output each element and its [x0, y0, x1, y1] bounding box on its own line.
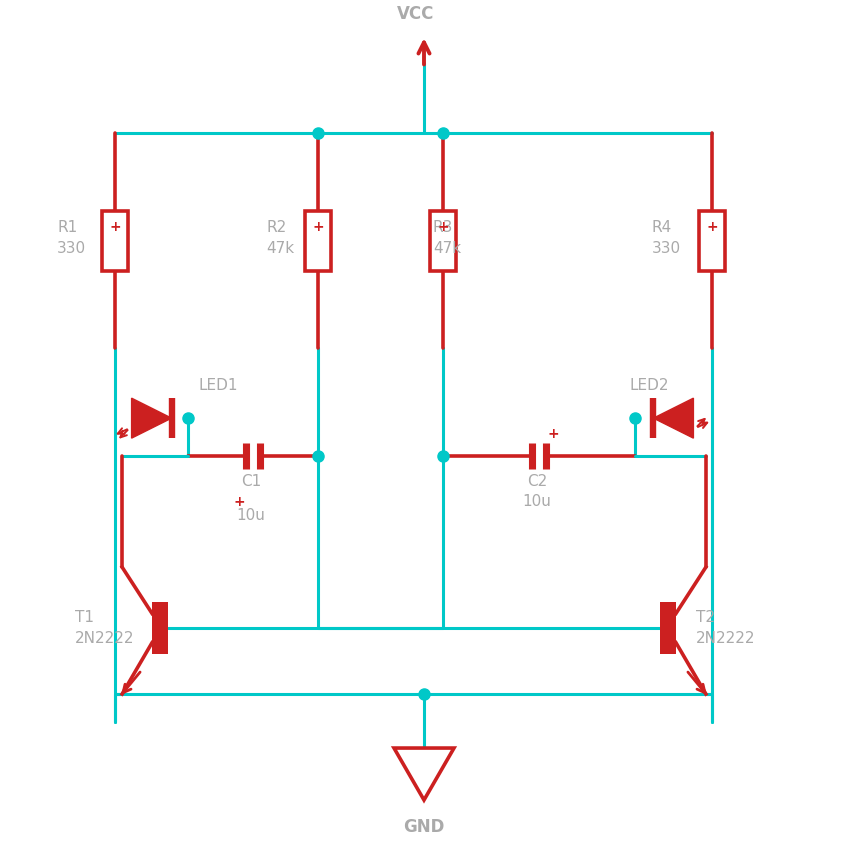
Text: VCC: VCC: [397, 5, 435, 23]
Text: R2
47k: R2 47k: [266, 220, 294, 256]
Polygon shape: [132, 398, 171, 438]
Bar: [152, 602, 168, 654]
Polygon shape: [654, 398, 694, 438]
Text: +: +: [706, 220, 717, 234]
Text: R4
330: R4 330: [652, 220, 681, 256]
Text: C2: C2: [527, 474, 547, 489]
Text: 10u: 10u: [522, 494, 551, 509]
Text: T2
2N2222: T2 2N2222: [696, 610, 756, 646]
Bar: [102, 210, 128, 271]
Polygon shape: [394, 748, 454, 800]
Bar: [699, 210, 725, 271]
Text: C1: C1: [241, 474, 261, 489]
Text: T1
2N2222: T1 2N2222: [75, 610, 135, 646]
Text: 10u: 10u: [237, 508, 266, 523]
Bar: [430, 210, 456, 271]
Bar: [660, 602, 676, 654]
Text: LED2: LED2: [630, 378, 669, 393]
Text: +: +: [547, 427, 559, 441]
Text: R3
47k: R3 47k: [433, 220, 461, 256]
Text: LED1: LED1: [198, 378, 238, 393]
Text: +: +: [233, 495, 245, 509]
Text: +: +: [312, 220, 323, 234]
Text: +: +: [110, 220, 121, 234]
Text: R1
330: R1 330: [57, 220, 87, 256]
Text: +: +: [437, 220, 449, 234]
Text: GND: GND: [403, 818, 445, 836]
Bar: [305, 210, 331, 271]
